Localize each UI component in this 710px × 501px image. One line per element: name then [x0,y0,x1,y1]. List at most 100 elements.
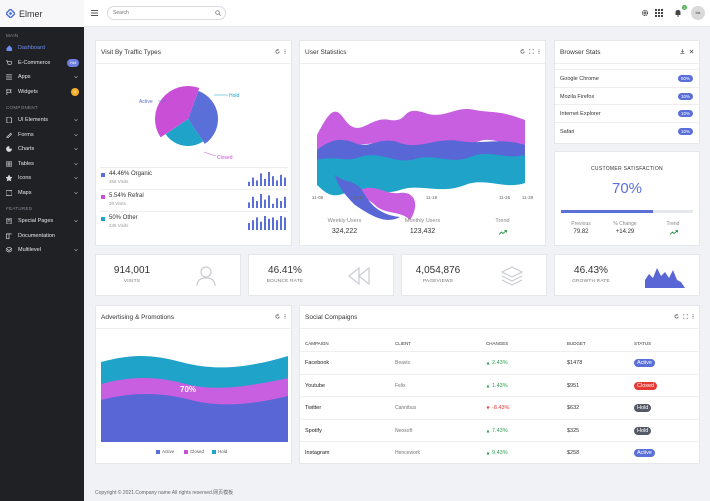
status-badge: Active [634,449,655,457]
legend-item: Active [156,449,174,454]
x-axis-label: 11-19 [426,195,438,200]
mini-bar [276,180,278,186]
sidebar-item-special-pages[interactable]: Special Pages [0,214,84,229]
browser-name: Mozila Firefox [560,93,595,100]
sidebar: Elmer MAIN Dashboard E-Commerce Hot Apps Widg… [0,0,84,501]
legend-item: Closed [184,449,204,454]
legend-swatch [184,449,188,454]
mini-bar [284,196,286,208]
traffic-percent: 50% Other [109,215,138,221]
apps-icon [6,74,12,80]
sidebar-item-multilevel[interactable]: Multilevel [0,243,84,258]
nav-section-title: COMPONENT [6,105,38,110]
legend-swatch [101,217,105,221]
sidebar-item-documentation[interactable]: Documentation [0,229,84,244]
budget-value: $951 [567,382,580,389]
refresh-icon[interactable] [275,49,280,54]
kpi-label: VISITS [123,279,141,284]
avatar[interactable]: bla [691,6,705,20]
bell-icon[interactable] [674,9,682,17]
expand-icon[interactable] [529,49,534,54]
mini-bar-chart [248,172,286,186]
satisfaction-stat-value: +14.29 [615,229,635,235]
sidebar-item-label: Maps [18,189,32,196]
mini-bar [280,174,282,186]
change-cell: 7.43% [486,428,508,434]
traffic-row: 5.54% Refral 36 Visits [100,189,288,211]
search-input[interactable] [107,6,226,20]
traffic-visits: 356 Visits [109,179,129,184]
expand-icon[interactable] [683,314,688,319]
mini-bar [260,221,262,230]
layers-icon [500,266,524,286]
sidebar-item-ui-elements[interactable]: UI Elements [0,113,84,128]
sidebar-item-forms[interactable]: Forms [0,128,84,143]
mini-bar [268,195,270,208]
download-icon[interactable] [680,49,685,54]
more-icon[interactable] [538,49,540,54]
trend-up-icon [499,230,507,235]
sidebar-item-label: Documentation [18,232,55,239]
wave-area-chart: 70% [101,356,288,442]
search-icon[interactable] [215,10,221,16]
table-row: Instagram Hencework 9.43% $258 Active [300,441,699,464]
kpi-card: 46.41% BOUNCE RATE [248,254,394,296]
sidebar-item-apps[interactable]: Apps [0,70,84,85]
metric-label: Weekly Users [327,218,362,224]
mini-bar [260,194,262,208]
more-icon[interactable] [284,49,286,54]
close-icon[interactable] [689,49,694,54]
legend-swatch [156,449,160,454]
sidebar-item-icons[interactable]: Icons [0,171,84,186]
browser-name: Safari [560,128,575,135]
sidebar-item-e-commerce[interactable]: E-Commerce Hot [0,56,84,71]
chevron-down-icon [74,191,78,194]
refresh-icon[interactable] [275,314,280,319]
change-value: -8.43% [492,405,510,411]
sidebar-item-label: UI Elements [18,117,48,124]
satisfaction-title: CUSTOMER SATISFACTION [591,166,663,172]
sidebar-item-label: Multilevel [18,247,41,254]
arrow-up-icon [486,361,490,365]
mini-bar [272,203,274,208]
menu-icon[interactable] [91,10,98,16]
sidebar-item-charts[interactable]: Charts [0,142,84,157]
grid-icon[interactable] [655,9,663,17]
brand-name: Elmer [19,8,43,19]
stream-series-teal [317,153,525,196]
client-name: Neosoft [395,427,413,434]
home-icon [6,45,12,52]
campaign-name: Spotify [305,427,322,434]
mini-bar [264,179,266,186]
social-campaigns-card: Social Compaigns CAMPAIGN CLIENT CHANGES BU… [299,305,700,464]
more-icon[interactable] [692,314,694,319]
gear-icon[interactable] [641,9,649,17]
satisfaction-progress [561,210,693,213]
refresh-icon[interactable] [520,49,525,54]
mini-bar [248,223,250,230]
mini-bar [264,216,266,230]
sidebar-item-maps[interactable]: Maps [0,186,84,201]
table-header: CHANGES [486,341,509,346]
arrow-up-icon [486,429,490,432]
sidebar-item-dashboard[interactable]: Dashboard [0,41,84,56]
status-badge: Active [634,359,655,367]
client-name: Cannibus [395,405,417,411]
satisfaction-stat-value: 79.82 [573,229,589,235]
table-row: Twitter Cannibus -8.43% $632 Hold [300,396,699,419]
chevron-down-icon [74,133,78,136]
sidebar-item-widgets[interactable]: Widgets 4 [0,85,84,100]
chevron-down-icon [74,75,78,79]
chevron-down-icon [74,118,78,122]
sidebar-item-tables[interactable]: Tables [0,157,84,172]
table-icon [6,161,12,167]
brand[interactable]: Elmer [0,0,84,27]
mini-bar [268,218,270,230]
satisfaction-stat-label: % Change [613,221,637,227]
more-icon[interactable] [284,314,286,319]
status-badge: Hold [634,404,652,412]
chevron-down-icon [74,162,78,165]
status-badge: Hold [634,426,652,435]
refresh-icon[interactable] [674,314,679,319]
traffic-row: 44.46% Organic 356 Visits [100,167,288,189]
